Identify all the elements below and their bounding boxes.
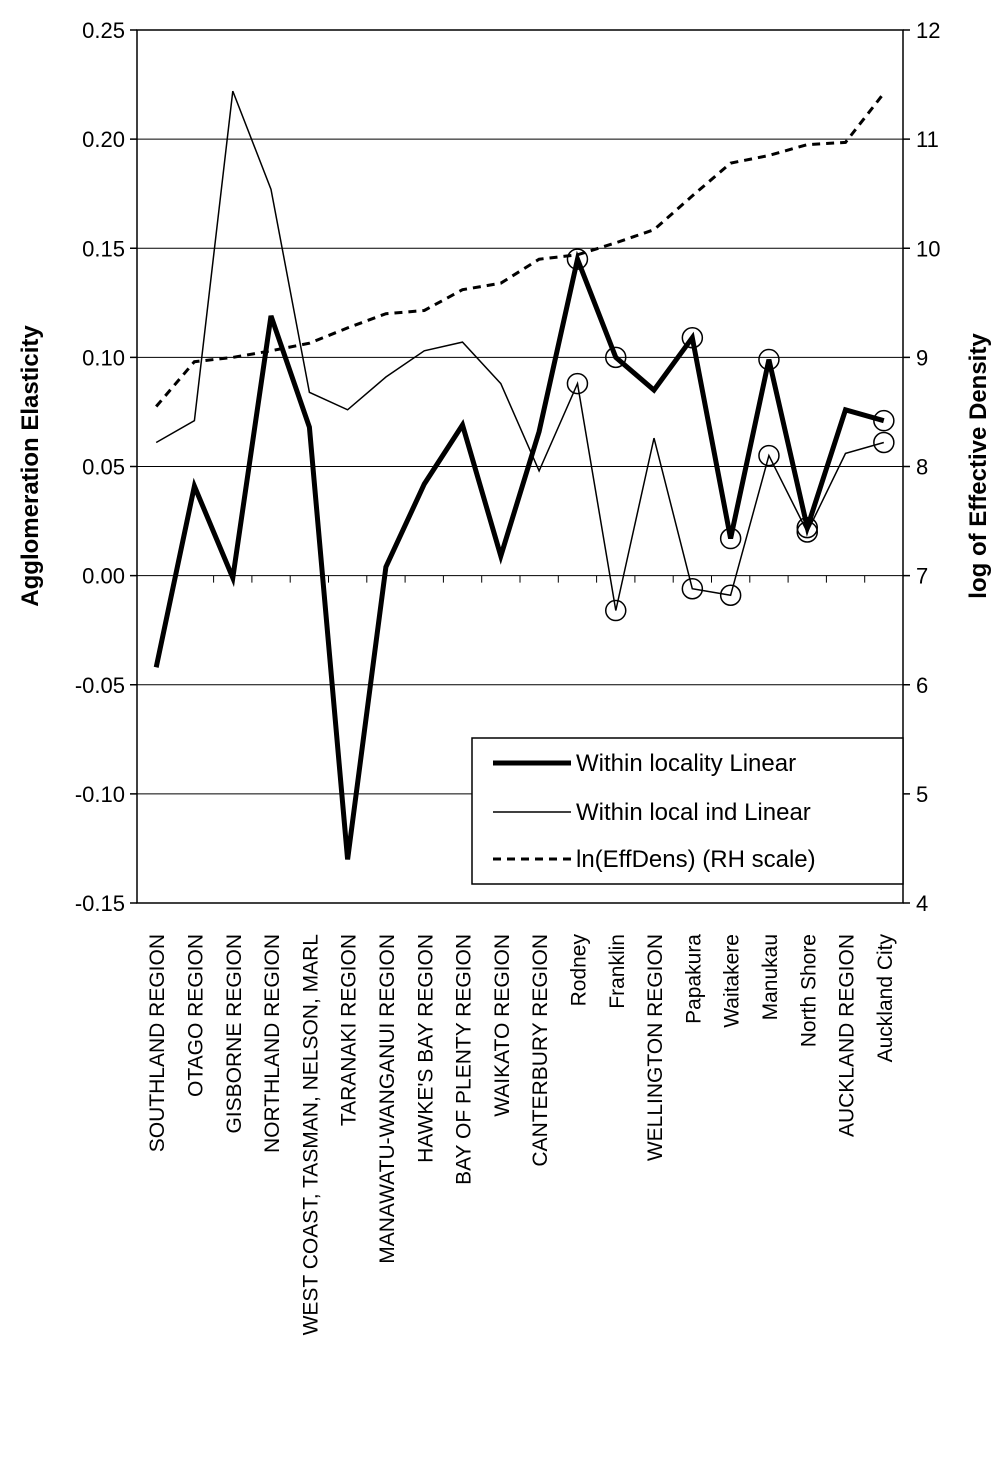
left-tick-label: -0.15 <box>75 891 125 916</box>
left-tick-label: 0.00 <box>82 564 125 589</box>
series-line-within-locality-linear <box>153 250 885 860</box>
category-label: WAIKATO REGION <box>491 934 514 1117</box>
category-label: Papakura <box>682 934 705 1024</box>
circle-marker <box>719 584 742 607</box>
category-label: WELLINGTON REGION <box>644 934 667 1161</box>
category-label: HAWKE'S BAY REGION <box>414 934 437 1163</box>
category-labels: SOUTHLAND REGION OTAGO REGION GISBORNE REG… <box>146 934 897 1336</box>
category-label: North Shore <box>797 934 820 1047</box>
series-line-ln-effdens-rh-scale <box>155 92 885 408</box>
left-tick-label: -0.05 <box>75 673 125 698</box>
legend-label-within-locality: Within locality Linear <box>576 750 796 777</box>
right-tick-label: 5 <box>916 782 928 807</box>
legend-label-effdens: ln(EffDens) (RH scale) <box>576 846 816 873</box>
legend: Within locality Linear Within local ind … <box>471 737 904 885</box>
left-tick-label: 0.15 <box>82 236 125 261</box>
category-label: Waitakere <box>721 934 744 1028</box>
category-label: NORTHLAND REGION <box>261 934 284 1153</box>
right-tick-label: 10 <box>916 236 940 261</box>
circle-marker <box>566 248 589 270</box>
circle-marker <box>873 409 895 432</box>
category-label: AUCKLAND REGION <box>836 934 859 1137</box>
circle-marker <box>681 326 704 349</box>
category-label: Rodney <box>568 934 591 1007</box>
right-tick-label: 8 <box>916 455 928 480</box>
circle-marker <box>566 372 589 395</box>
category-label: CANTERBURY REGION <box>529 934 552 1167</box>
left-axis: 0.25 0.20 0.15 0.10 0.05 0.00 -0.05 -0.10 -0.15 <box>75 18 137 916</box>
series-line-within-local-ind-linear <box>155 90 885 611</box>
category-label: Auckland City <box>874 934 897 1063</box>
circle-marker <box>719 527 742 550</box>
series-layer <box>153 90 885 860</box>
left-tick-label: 0.25 <box>82 18 125 43</box>
circle-marker <box>605 599 627 622</box>
right-tick-label: 7 <box>916 564 928 589</box>
category-label: TARANAKI REGION <box>338 934 361 1126</box>
right-tick-label: 6 <box>916 673 928 698</box>
left-tick-label: -0.10 <box>75 782 125 807</box>
right-tick-label: 4 <box>916 891 928 916</box>
circle-marker <box>873 431 895 454</box>
y-axis-title: Agglomeration Elasticity <box>17 325 44 607</box>
right-tick-label: 12 <box>916 18 940 43</box>
right-axis: 12 11 10 9 8 7 6 5 4 <box>903 18 940 916</box>
left-tick-label: 0.05 <box>82 455 125 480</box>
category-label: Franklin <box>606 934 629 1009</box>
right-tick-label: 11 <box>916 127 939 152</box>
x-axis <box>136 575 904 583</box>
legend-label-within-local-ind: Within local ind Linear <box>576 799 811 826</box>
circle-markers <box>566 248 895 622</box>
circle-marker <box>758 444 780 467</box>
right-tick-label: 9 <box>916 345 928 370</box>
left-tick-label: 0.10 <box>82 345 125 370</box>
gridlines <box>137 138 903 795</box>
circle-marker <box>796 521 818 543</box>
category-label: MANAWATU-WANGANUI REGION <box>376 934 399 1264</box>
circle-marker <box>758 348 780 371</box>
circle-marker <box>681 577 704 600</box>
y2-axis-title: log of Effective Density <box>965 333 992 599</box>
category-label: OTAGO REGION <box>184 934 207 1097</box>
category-label: Manukau <box>759 934 782 1020</box>
category-label: GISBORNE REGION <box>223 934 246 1134</box>
category-label: WEST COAST, TASMAN, NELSON, MARL <box>299 934 322 1335</box>
left-tick-label: 0.20 <box>82 127 125 152</box>
circle-marker <box>605 346 627 369</box>
category-label: BAY OF PLENTY REGION <box>453 934 476 1185</box>
circle-marker <box>796 516 818 539</box>
category-label: SOUTHLAND REGION <box>146 934 169 1152</box>
